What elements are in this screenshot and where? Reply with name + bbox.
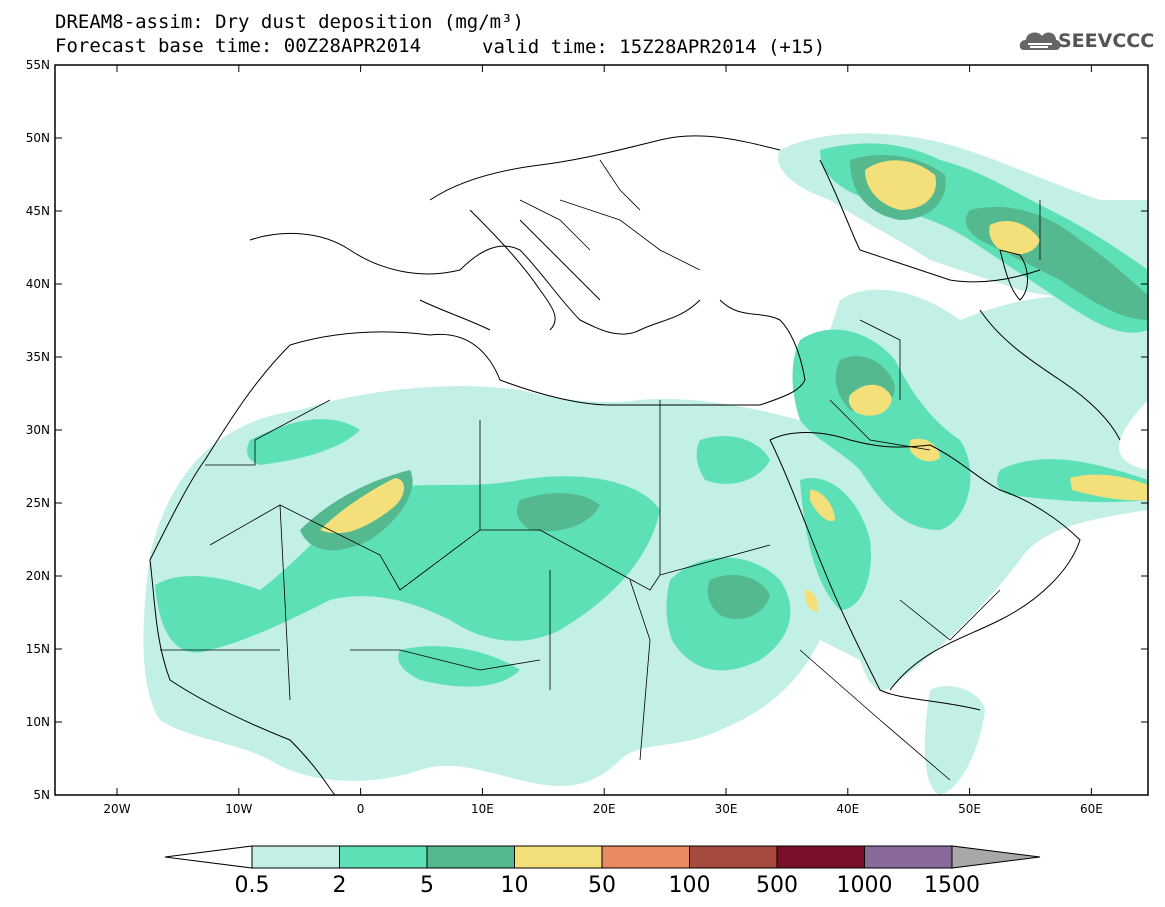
colorbar-label: 0.5: [235, 873, 270, 898]
colorbar-segment: [776, 845, 865, 869]
colorbar-over-triangle: [951, 845, 1041, 869]
lat-label: 35N: [26, 350, 50, 364]
colorbar-label: 50: [588, 873, 616, 898]
lat-label: 50N: [26, 131, 50, 145]
colorbar-label: 1000: [837, 873, 893, 898]
colorbar-segment: [514, 845, 603, 869]
latitude-axis: 55N 50N 45N 40N 35N 30N 25N 20N 15N 10N 5N: [26, 58, 1148, 802]
lat-label: 5N: [33, 788, 50, 802]
dust-deposition-fields: [143, 133, 1148, 795]
colorbar-segment: [426, 845, 515, 869]
colorbar-segment: [864, 845, 953, 869]
valid-time: valid time: 15Z28APR2014 (+15): [482, 36, 826, 58]
lon-label: 0: [357, 802, 365, 816]
lon-label: 40E: [836, 802, 859, 816]
lon-label: 50E: [958, 802, 981, 816]
colorbar-under-triangle: [164, 845, 253, 869]
colorbar-label: 1500: [924, 873, 980, 898]
lat-label: 55N: [26, 58, 50, 72]
colorbar-legend: 0.5 2 5 10 50 100 500 1000 1500: [164, 845, 1041, 898]
lon-label: 60E: [1080, 802, 1103, 816]
longitude-axis: 20W 10W 0 10E 20E 30E 40E 50E 60E: [103, 65, 1103, 816]
map-title: DREAM8-assim: Dry dust deposition (mg/m³…: [55, 11, 524, 33]
lat-label: 20N: [26, 569, 50, 583]
colorbar-label: 5: [420, 873, 434, 898]
lon-label: 20E: [593, 802, 616, 816]
lat-label: 30N: [26, 423, 50, 437]
forecast-base-time: Forecast base time: 00Z28APR2014: [55, 35, 422, 57]
colorbar-segment: [251, 845, 340, 869]
colorbar-label: 10: [501, 873, 529, 898]
country-borders: [160, 159, 1041, 781]
lon-label: 30E: [715, 802, 738, 816]
colorbar-segment: [689, 845, 778, 869]
lon-label: 20W: [103, 802, 130, 816]
lat-label: 15N: [26, 642, 50, 656]
colorbar-segment: [601, 845, 690, 869]
coastlines: [149, 135, 1121, 795]
colorbar-segment: [339, 845, 428, 869]
colorbar-label: 100: [669, 873, 711, 898]
dust-level-yellow: [320, 160, 1148, 612]
lat-label: 10N: [26, 715, 50, 729]
lon-label: 10E: [471, 802, 494, 816]
lat-label: 40N: [26, 277, 50, 291]
lon-label: 10W: [225, 802, 252, 816]
lat-label: 45N: [26, 204, 50, 218]
colorbar-label: 2: [333, 873, 347, 898]
colorbar-label: 500: [756, 873, 798, 898]
lat-label: 25N: [26, 496, 50, 510]
logo-text: SEEVCCC: [1058, 30, 1155, 52]
cloud-logo-icon: [1019, 32, 1061, 50]
